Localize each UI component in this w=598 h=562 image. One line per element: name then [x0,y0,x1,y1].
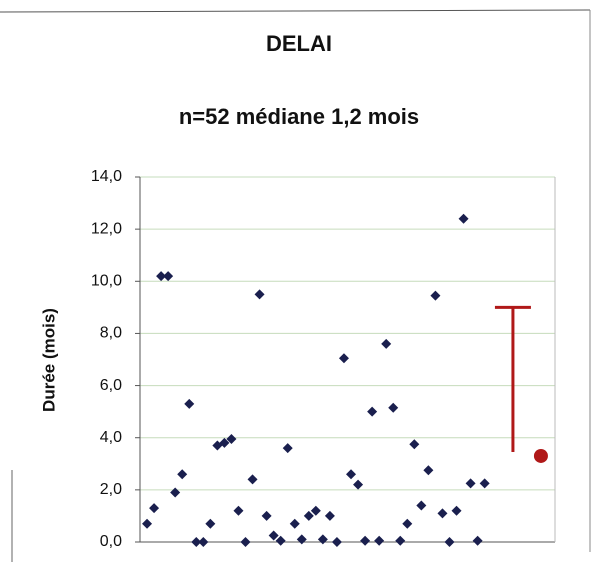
y-axis-label: Durée (mois) [39,308,58,412]
data-point [367,406,378,417]
y-tick-label: 0,0 [100,533,122,550]
data-point [317,534,328,545]
y-tick-label: 2,0 [100,481,122,498]
data-point [156,271,167,282]
data-point [479,478,490,489]
data-point [184,398,195,409]
data-point [444,537,455,547]
data-point [353,479,364,490]
data-point [163,271,174,282]
data-point [177,469,188,480]
data-point [282,443,293,454]
data-point [430,290,441,301]
data-point [303,510,314,521]
data-point [310,505,321,516]
y-tick-label: 6,0 [100,377,122,394]
data-point [437,508,448,519]
data-point [458,213,469,224]
summary-point [533,448,548,463]
data-point [409,439,420,450]
data-point [416,500,427,511]
data-point [395,535,406,546]
y-tick-label: 4,0 [100,429,122,446]
data-point [423,465,434,476]
data-point [233,505,244,516]
data-point [338,353,349,364]
data-point [402,518,413,529]
y-tick-label: 14,0 [91,168,122,185]
data-point [324,510,335,521]
data-point [289,518,300,529]
data-point [346,469,357,480]
data-point [472,535,483,546]
data-point [170,487,181,498]
chart-subtitle: n=52 médiane 1,2 mois [179,104,419,129]
data-point [240,537,251,547]
data-point [465,478,476,489]
data-point [149,503,160,514]
data-point [191,537,202,547]
data-point [360,535,371,546]
data-point [226,434,237,445]
data-point [451,505,462,516]
data-point [142,518,153,529]
y-tick-label: 8,0 [100,325,122,342]
data-point [331,537,342,547]
data-point [381,338,392,349]
y-tick-label: 10,0 [91,273,122,290]
data-point [374,535,385,546]
frame-top [0,9,591,13]
data-point [268,530,279,541]
chart-title: DELAI [266,31,332,56]
y-tick-label: 12,0 [91,220,122,237]
data-point [198,537,209,547]
data-point [296,534,307,545]
data-point [254,289,265,300]
data-point [388,402,399,413]
data-point [275,535,286,546]
data-point [205,518,216,529]
data-point [247,474,258,485]
data-point [219,437,230,448]
data-point [261,510,272,521]
